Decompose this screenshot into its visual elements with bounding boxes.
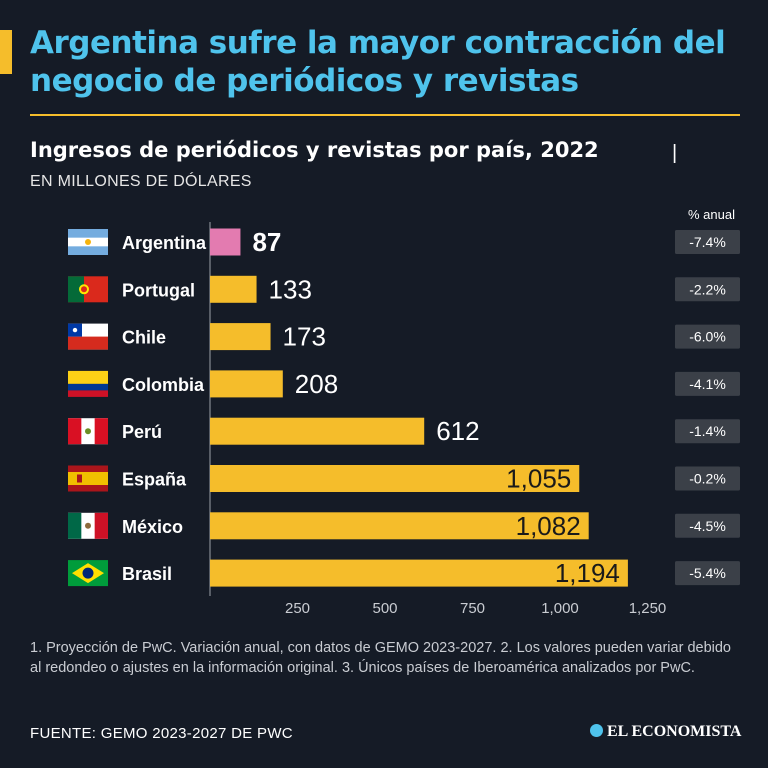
flag-portugal-icon <box>68 276 108 303</box>
bar <box>210 275 257 303</box>
brand-name: EL ECONOMISTA <box>607 723 742 740</box>
source-label: FUENTE: GEMO 2023-2027 DE PWC <box>30 725 293 742</box>
subtitle-separator: | <box>672 142 678 164</box>
pct-box <box>675 324 740 349</box>
value-label: 208 <box>295 369 338 399</box>
value-label: 133 <box>269 274 312 304</box>
pct-value: -7.4% <box>689 234 726 250</box>
pct-box <box>675 466 740 491</box>
pct-annual-header: % anual <box>688 207 735 222</box>
pct-box <box>675 561 740 586</box>
pct-value: -5.4% <box>689 565 726 581</box>
x-tick-label: 250 <box>285 600 310 617</box>
flag-chile-icon <box>68 323 108 350</box>
pct-value: -0.2% <box>689 471 726 487</box>
chart-subtitle: Ingresos de periódicos y revistas por pa… <box>30 138 599 162</box>
x-tick-label: 1,250 <box>629 600 667 617</box>
country-label: Argentina <box>122 233 207 253</box>
country-label: Colombia <box>122 375 205 395</box>
value-label: 87 <box>252 227 281 257</box>
pct-box <box>675 419 740 444</box>
pct-box <box>675 277 740 302</box>
x-tick-label: 750 <box>460 600 485 617</box>
country-label: Perú <box>122 422 162 442</box>
footnote: 1. Proyección de PwC. Variación anual, c… <box>30 640 731 676</box>
flag-peru-icon <box>68 418 108 445</box>
pct-value: -1.4% <box>689 423 726 439</box>
units-label: EN MILLONES DE DÓLARES <box>30 173 252 190</box>
headline: Argentina sufre la mayor contracción del… <box>30 25 726 99</box>
flag-argentina-icon <box>68 229 108 255</box>
pct-value: -6.0% <box>689 329 726 345</box>
pct-box <box>675 230 740 254</box>
country-label: Brasil <box>122 564 172 584</box>
x-tick-label: 500 <box>372 600 397 617</box>
pct-box <box>675 513 740 538</box>
country-label: Portugal <box>122 280 195 300</box>
flag-colombia-icon <box>68 370 108 397</box>
flag-brazil-icon <box>68 560 108 587</box>
bar <box>210 559 628 587</box>
value-label: 1,055 <box>506 464 571 494</box>
country-label: Chile <box>122 328 166 348</box>
highlight-bar <box>210 228 241 256</box>
title-divider <box>30 114 740 116</box>
pct-value: -4.5% <box>689 518 726 534</box>
pct-value: -4.1% <box>689 376 726 392</box>
brand-logo: EL ECONOMISTA <box>590 723 741 741</box>
flag-mexico-icon <box>68 512 108 539</box>
bar <box>210 323 271 351</box>
value-label: 1,082 <box>516 511 581 541</box>
bar <box>210 465 580 492</box>
title-accent-bar <box>0 30 12 74</box>
value-label: 612 <box>436 416 479 446</box>
bar <box>210 370 283 398</box>
country-label: México <box>122 517 183 537</box>
pct-value: -2.2% <box>689 281 726 297</box>
flag-spain-icon <box>68 465 108 492</box>
value-label: 173 <box>283 322 326 352</box>
value-label: 1,194 <box>555 558 620 588</box>
x-tick-label: 1,000 <box>541 600 579 617</box>
brand-mark-icon <box>590 724 603 737</box>
pct-box <box>675 371 740 396</box>
country-label: España <box>122 470 187 490</box>
bar <box>210 417 425 445</box>
bar <box>210 512 589 540</box>
